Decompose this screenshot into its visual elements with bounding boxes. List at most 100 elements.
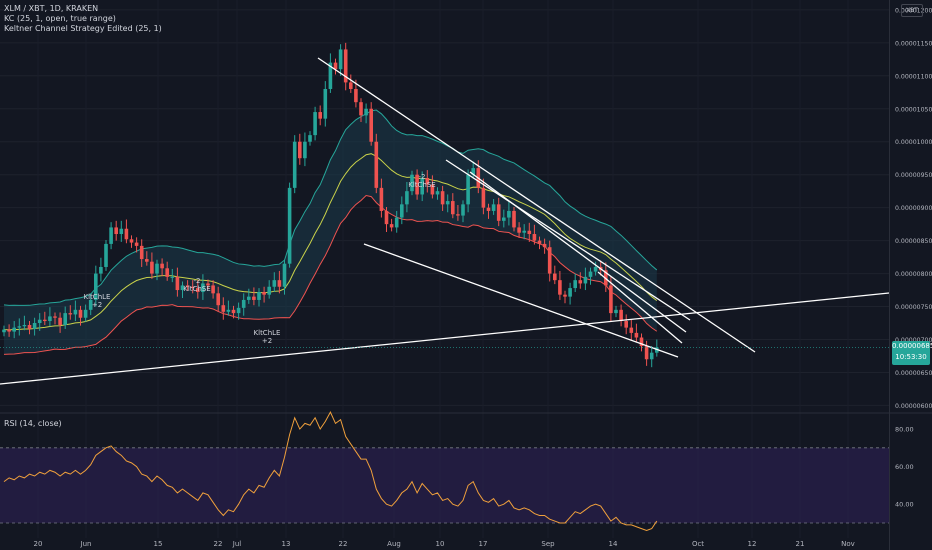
candle-body <box>440 191 445 205</box>
candle-body <box>649 352 654 360</box>
candle-body <box>624 321 628 328</box>
candle-body <box>430 184 435 195</box>
candle-body <box>394 217 399 228</box>
symbol-title[interactable]: XLM / XBT, 1D, KRAKEN <box>4 4 99 13</box>
candle-body <box>542 243 547 248</box>
candle-body <box>252 296 256 300</box>
candle-body <box>287 187 292 264</box>
candle-body <box>170 276 175 278</box>
indicator-kc-label[interactable]: KC (25, 1, open, true range) <box>4 14 116 23</box>
candle-body <box>496 204 501 221</box>
kc-upper-line <box>3 109 658 306</box>
candle-body <box>481 187 486 208</box>
time-tick-label: Oct <box>692 540 704 548</box>
candle-body <box>384 210 389 225</box>
candle-body <box>277 280 282 287</box>
last-price-box: 0.00000685 10:53:30 <box>892 341 932 366</box>
candle-body <box>272 280 277 287</box>
candle-body <box>185 285 190 287</box>
candle-body <box>349 82 353 89</box>
candle-body <box>298 141 302 159</box>
candle-body <box>354 88 358 103</box>
candle-body <box>267 286 271 295</box>
currency-badge[interactable]: XBT <box>901 4 923 17</box>
time-tick-label: Sep <box>541 540 555 548</box>
candle-body <box>7 329 11 332</box>
candle-body <box>389 224 394 228</box>
candle-body <box>94 273 98 300</box>
candle-body <box>129 239 134 243</box>
time-tick-label: Nov <box>841 540 855 548</box>
candle-body <box>216 293 220 306</box>
candle-body <box>206 283 210 286</box>
time-tick-label: 22 <box>214 540 223 548</box>
candle-body <box>578 280 583 284</box>
signal-sub: +2 <box>91 301 103 309</box>
candle-body <box>155 263 159 274</box>
candle-body <box>114 227 118 235</box>
candle-body <box>119 228 124 235</box>
candle-body <box>532 234 537 241</box>
candle-body <box>507 210 511 218</box>
candle-body <box>333 62 338 70</box>
candle-body <box>241 299 246 308</box>
strategy-signal-label: KltChLE +2 <box>251 329 283 345</box>
indicator-strategy-label[interactable]: Keltner Channel Strategy Edited (25, 1) <box>4 24 162 33</box>
time-tick-label: Jul <box>232 540 242 548</box>
signal-text: -2 <box>418 173 426 181</box>
rsi-tick-label: 80.00 <box>895 426 914 434</box>
candle-body <box>226 309 231 312</box>
candle-body <box>537 240 542 244</box>
candle-body <box>78 309 83 318</box>
kc-mid-line <box>3 153 658 331</box>
candle-body <box>491 204 496 211</box>
candle-body <box>583 276 588 284</box>
candle-body <box>139 245 144 260</box>
time-tick-label: 21 <box>796 540 805 548</box>
candle-body <box>471 168 475 175</box>
time-tick-label: 15 <box>154 540 163 548</box>
candle-body <box>410 174 414 192</box>
candle-body <box>2 329 6 333</box>
trendline <box>597 271 683 344</box>
signal-sub: KltChSE <box>183 285 211 293</box>
candle-body <box>461 204 465 216</box>
candle-body <box>292 141 297 188</box>
candle-body <box>639 337 644 347</box>
candle-body <box>323 88 328 119</box>
candle-body <box>466 174 470 205</box>
candle-body <box>517 227 521 233</box>
time-tick-label: 13 <box>282 540 291 548</box>
price-tick-label: 0.00000850 <box>895 238 932 245</box>
price-tick-label: 0.00000800 <box>895 271 932 278</box>
candle-body <box>211 285 215 294</box>
candle-body <box>247 296 251 300</box>
strategy-signal-label: KltChLE +2 <box>81 293 113 309</box>
candle-body <box>379 187 384 211</box>
rsi-band <box>0 447 889 523</box>
time-tick-label: Jun <box>80 540 92 548</box>
candle-body <box>629 327 634 333</box>
candle-body <box>547 247 552 274</box>
candle-body <box>328 62 333 89</box>
strategy-signal-label: -2 KltChSE <box>406 173 438 189</box>
rsi-line <box>3 410 658 532</box>
price-tick-label: 0.00001050 <box>895 106 932 113</box>
candle-body <box>83 309 88 318</box>
price-tick-label: 0.00001100 <box>895 73 932 80</box>
candle-body <box>175 276 180 291</box>
candle-body <box>160 263 164 269</box>
candle-body <box>190 286 195 289</box>
candle-body <box>318 112 322 119</box>
rsi-label[interactable]: RSI (14, close) <box>4 419 62 428</box>
candle-body <box>180 285 185 291</box>
candle-body <box>17 326 22 328</box>
price-tick-label: 0.00001000 <box>895 139 932 146</box>
candle-body <box>374 141 379 188</box>
time-tick-label: Aug <box>387 540 401 548</box>
candle-body <box>58 317 62 325</box>
rsi-tick-label: 40.00 <box>895 501 914 509</box>
candle-body <box>308 135 312 142</box>
candle-body <box>262 292 266 295</box>
